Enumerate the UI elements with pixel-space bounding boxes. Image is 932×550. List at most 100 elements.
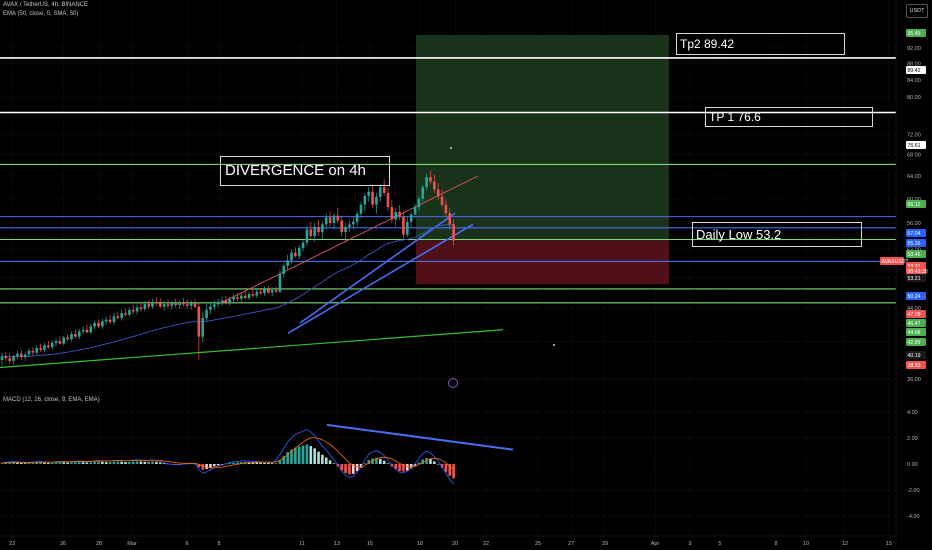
macd-histogram-bar: [247, 462, 251, 464]
macd-histogram-bar: [448, 464, 452, 476]
y-tick-label: 56.00: [907, 221, 921, 227]
candle-body: [270, 290, 274, 293]
price-tag-bg: [906, 274, 926, 282]
candle-body: [23, 354, 27, 358]
daily-low-annotation[interactable]: Daily Low 53.2: [692, 222, 862, 247]
macd-histogram-bar: [213, 464, 216, 467]
macd-histogram-bar: [282, 456, 286, 464]
macd-histogram-bar: [201, 464, 205, 470]
macd-histogram-bar: [340, 464, 343, 471]
currency-button[interactable]: USDT: [906, 4, 928, 18]
macd-histogram-bar: [332, 463, 336, 464]
candle-body: [224, 300, 228, 303]
macd-y-tick-label: 2.00: [907, 436, 918, 442]
candle-body: [344, 226, 347, 233]
macd-histogram-bar: [131, 461, 135, 464]
macd-histogram-bar: [143, 461, 147, 464]
macd-line: [1, 428, 454, 484]
macd-histogram-bar: [135, 461, 139, 464]
y-tick-label: 88.00: [907, 62, 921, 68]
candle-body: [89, 326, 93, 333]
macd-histogram-bar: [12, 462, 15, 464]
macd-histogram-bar: [294, 447, 297, 464]
macd-y-tick-label: 0.00: [907, 462, 918, 468]
point-marker: [553, 344, 555, 346]
price-tag-label: 46.47: [908, 321, 921, 327]
x-tick-label: 8: [217, 541, 220, 547]
candle-body: [58, 340, 62, 344]
candle-body: [436, 189, 440, 197]
macd-histogram-bar: [50, 462, 54, 464]
price-tag-bg: [906, 292, 926, 300]
price-tag-bg: [906, 66, 926, 74]
candle-body: [50, 342, 54, 348]
x-tick-label: 10: [803, 541, 809, 547]
candle-body: [205, 309, 208, 318]
candle-body: [236, 297, 239, 299]
y-tick-label: 84.00: [907, 78, 921, 84]
candle-body: [70, 334, 73, 340]
candle-body: [305, 229, 309, 243]
candle-body: [243, 295, 247, 298]
macd-histogram-bar: [31, 462, 35, 464]
candle-body: [259, 291, 262, 294]
candle-body: [452, 224, 455, 241]
tp1-annotation[interactable]: TP 1 76.6: [705, 107, 873, 127]
candle-body: [429, 177, 432, 182]
candle-body: [39, 348, 42, 350]
candles: [0, 170, 455, 366]
price-tag-label: 00:43:38: [908, 269, 928, 275]
price-tag-label: 40.19: [908, 353, 921, 359]
price-tag-label: 95.45: [908, 31, 921, 37]
event-marker: [448, 378, 458, 388]
candle-body: [4, 356, 8, 359]
candle-body: [313, 226, 316, 236]
y-tick-label: 64.00: [907, 174, 921, 180]
candle-body: [386, 192, 390, 208]
candle-body: [433, 181, 436, 190]
macd-histogram-bar: [359, 464, 363, 468]
macd-histogram-bar: [120, 461, 123, 464]
y-tick-label: 44.00: [907, 306, 921, 312]
macd-histogram-bar: [406, 464, 409, 471]
price-tag-bg: [906, 267, 926, 275]
price-tag-bg: [906, 250, 926, 258]
channel-line-upper: [299, 212, 456, 324]
macd-histogram-bar: [8, 462, 12, 464]
macd-histogram-bar: [162, 463, 166, 464]
candle-body: [197, 306, 201, 337]
candle-body: [182, 302, 185, 305]
candle-body: [162, 304, 166, 307]
macd-histogram-bar: [116, 461, 120, 464]
tp2-annotation[interactable]: Tp2 89.42: [676, 33, 845, 55]
macd-histogram-bar: [290, 449, 293, 464]
y-tick-label: 36.00: [907, 377, 921, 383]
candle-body: [294, 252, 297, 257]
candle-body: [402, 216, 405, 235]
candle-body: [27, 350, 31, 355]
candle-body: [12, 356, 15, 361]
macd-histogram-bar: [155, 461, 158, 464]
candle-body: [124, 313, 127, 315]
macd-histogram-bar: [367, 460, 370, 464]
candle-body: [371, 191, 374, 205]
y-tick-label: 80.00: [907, 95, 921, 101]
candle-body: [8, 358, 12, 361]
macd-histogram-bar: [158, 462, 162, 464]
x-tick-label: 18: [417, 541, 423, 547]
x-tick-label: 20: [452, 541, 458, 547]
x-tick-label: 5: [718, 541, 721, 547]
divergence-annotation[interactable]: DIVERGENCE on 4h: [220, 156, 390, 186]
x-tick-label: 6: [185, 541, 188, 547]
candle-body: [413, 207, 417, 215]
candle-body: [359, 204, 363, 214]
candle-body: [174, 303, 177, 306]
macd-histogram-bar: [209, 464, 212, 468]
price-tag-label: 38.83: [908, 363, 921, 369]
macd-histogram-bar: [77, 462, 81, 464]
candle-body: [255, 291, 259, 296]
stop-zone: [416, 240, 669, 285]
macd-histogram-bar: [278, 460, 282, 464]
macd-histogram-bar: [382, 460, 386, 464]
